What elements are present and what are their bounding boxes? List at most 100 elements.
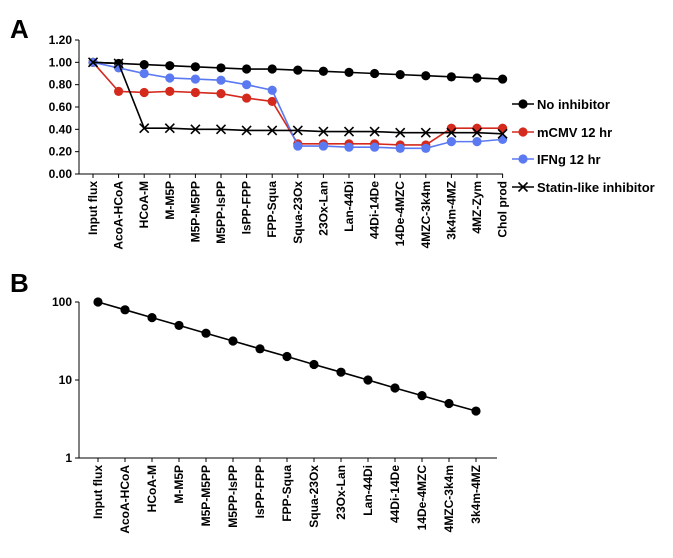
legend-mcmv-12-hr: mCMV 12 hr xyxy=(512,125,612,140)
panel-a-series-mcmv-12-hr-point-1 xyxy=(114,86,124,96)
panel-a-series-ifng-12-hr-point-10 xyxy=(344,142,354,152)
panel-a-series-no-inhibitor-point-13 xyxy=(421,71,431,81)
panel-b-series-0-point-0 xyxy=(93,297,103,307)
panel-a-series-ifng-12-hr-point-11 xyxy=(370,142,380,152)
panel-a-series-no-inhibitor-point-7 xyxy=(267,64,277,74)
panel-a-x-tick-label-3k4m-4mz: 3k4m-4MZ xyxy=(444,181,458,240)
panel-a-series-statin-like-inhibitor-point-0 xyxy=(87,57,99,68)
panel-a-series-ifng-12-hr-point-12 xyxy=(395,143,405,153)
panel-a-series-no-inhibitor-point-10 xyxy=(344,67,354,77)
panel-a-y-tick-label-2: 0.40 xyxy=(49,122,73,136)
panel-b-series-0-point-9 xyxy=(336,367,346,377)
panel-a-series-no-inhibitor-point-14 xyxy=(446,72,456,82)
legend-no-inhibitor-marker xyxy=(518,99,528,109)
panel-a-series-mcmv-12-hr-point-14 xyxy=(446,123,456,133)
panel-a-series-ifng-12-hr-point-14 xyxy=(446,137,456,147)
panel-a-series-ifng-12-hr-point-3 xyxy=(165,73,175,83)
panel-a-x-tick-label-m5pp-ispp: M5PP-IsPP xyxy=(214,181,228,244)
panel-a-series-no-inhibitor-point-15 xyxy=(472,73,482,83)
panel-a-series-statin-like-inhibitor-point-15 xyxy=(471,127,483,138)
panel-b-series-0-point-13 xyxy=(444,398,454,409)
panel-b-series-0-point-3 xyxy=(174,320,184,331)
panel-a-series-no-inhibitor-point-6 xyxy=(242,64,252,74)
panel-a-series-mcmv-12-hr-point-15 xyxy=(472,123,482,133)
panel-a-series-statin-like-inhibitor-point-8 xyxy=(292,125,303,136)
panel-a-series-statin-like-inhibitor-point-12 xyxy=(395,127,406,138)
legend-statin-like-inhibitor: Statin-like inhibitor xyxy=(512,180,655,195)
panel-a-series-ifng-12-hr-point-5 xyxy=(216,75,226,85)
panel-a-y-tick-label-3: 0.60 xyxy=(49,100,73,114)
panel-b-y-tick-label-2: 100 xyxy=(52,295,72,309)
panel-b-series-0-point-11 xyxy=(390,383,400,393)
panel-a-series-statin-like-inhibitor-point-0-stroke-b xyxy=(87,57,99,68)
panel-a-series-statin-like-inhibitor-point-15-stroke-b xyxy=(471,127,483,138)
panel-a-series-statin-like-inhibitor-point-13-stroke-b xyxy=(420,127,431,138)
panel-b-series-0-point-10 xyxy=(363,375,373,385)
legend-statin-like-inhibitor-marker-stroke-b xyxy=(517,181,529,193)
panel-a-series-statin-like-inhibitor-point-3-stroke-b xyxy=(164,123,175,134)
panel-b-letter: B xyxy=(10,268,29,298)
panel-a-series-mcmv-12-hr-point-5 xyxy=(216,89,226,99)
panel-a-x-tick-label-ispp-fpp: IsPP-FPP xyxy=(240,181,254,234)
panel-a-series-statin-like-inhibitor-point-13 xyxy=(420,127,431,138)
panel-a-x-tick-label-chol-prod: Chol prod xyxy=(496,181,510,238)
panel-a-y-tick-label-0: 0.00 xyxy=(49,167,73,181)
panel-a-x-tick-label-input-flux: Input flux xyxy=(86,181,100,235)
panel-a-series-mcmv-12-hr-point-4 xyxy=(190,87,200,98)
panel-a-series-statin-like-inhibitor-point-14-stroke-b xyxy=(446,127,457,138)
panel-a-series-statin-like-inhibitor-point-10 xyxy=(343,126,355,137)
legend-mcmv-12-hr-label: mCMV 12 hr xyxy=(537,125,612,140)
panel-b-x-tick-label-23ox-lan: 23Ox-Lan xyxy=(334,465,348,520)
panel-a-series-statin-like-inhibitor-point-9-stroke-b xyxy=(318,126,329,137)
panel-b-x-tick-label-acoa-hcoa: AcoA-HCoA xyxy=(118,465,132,534)
legend-ifng-12-hr: IFNg 12 hr xyxy=(512,152,601,167)
legend-statin-like-inhibitor-marker xyxy=(517,181,529,193)
panel-b-x-tick-label-m-m5p: M-M5P xyxy=(172,465,186,504)
panel-a-series-statin-like-inhibitor-point-6-stroke-b xyxy=(241,125,252,136)
panel-a-series-statin-like-inhibitor-point-6 xyxy=(241,125,252,136)
panel-b-series-0-point-8 xyxy=(309,359,319,370)
panel-a-x-tick-label-m5p-m5pp: M5P-M5PP xyxy=(188,181,202,242)
panel-a-y-tick-label-4: 0.80 xyxy=(49,78,73,92)
panel-a-series-statin-like-inhibitor-point-2 xyxy=(139,123,150,134)
panel-b-y-tick-label-1: 10 xyxy=(59,373,73,387)
panel-a-series-statin-like-inhibitor-point-16 xyxy=(497,128,508,139)
panel-b-x-tick-label-4mzc-3k4m: 4MZC-3k4m xyxy=(442,465,456,532)
panel-a-series-no-inhibitor-point-9 xyxy=(318,66,328,76)
panel-a-series-statin-like-inhibitor-point-4 xyxy=(190,124,201,135)
panel-a-x-tick-label-23ox-lan: 23Ox-Lan xyxy=(316,181,330,236)
panel-a-series-statin-like-inhibitor-point-7-stroke-b xyxy=(267,125,278,136)
panel-b-x-tick-label-m5p-m5pp: M5P-M5PP xyxy=(199,465,213,526)
panel-b-y-tick-label-0: 1 xyxy=(65,451,72,465)
panel-a-x-tick-label-hcoa-m: HCoA-M xyxy=(137,181,151,228)
panel-b-x-tick-label-ispp-fpp: IsPP-FPP xyxy=(253,465,267,518)
panel-a-x-tick-label-4mz-zym: 4MZ-Zym xyxy=(470,181,484,234)
panel-b-x-tick-label-lan-44di: Lan-44Di xyxy=(361,465,375,516)
panel-a-series-statin-like-inhibitor-point-7 xyxy=(267,125,278,136)
panel-b-series-0-point-12 xyxy=(417,391,427,401)
panel-a-series-mcmv-12-hr-point-3 xyxy=(165,86,175,96)
legend-ifng-12-hr-label: IFNg 12 hr xyxy=(537,152,601,167)
panel-a-series-no-inhibitor-point-5 xyxy=(216,63,226,73)
panel-a-series-ifng-12-hr-point-8 xyxy=(293,141,303,151)
panel-a-series-statin-like-inhibitor-point-5 xyxy=(215,124,227,135)
legend-mcmv-12-hr-marker xyxy=(518,127,528,137)
panel-a-series-statin-like-inhibitor-point-11-stroke-b xyxy=(369,126,380,137)
panel-a-x-tick-label-squa-23ox: Squa-23Ox xyxy=(291,181,305,244)
panel-a-x-tick-label-44di-14de: 44Di-14De xyxy=(368,181,382,239)
panel-a-series-mcmv-12-hr-point-7 xyxy=(267,96,277,107)
panel-a-series-ifng-12-hr-point-7 xyxy=(267,85,277,95)
panel-a-series-no-inhibitor-point-2 xyxy=(139,59,149,70)
panel-a-series-ifng-12-hr-point-9 xyxy=(318,141,328,151)
panel-a-series-mcmv-12-hr-point-2 xyxy=(139,87,149,98)
panel-a-x-tick-label-m-m5p: M-M5P xyxy=(163,181,177,220)
panel-a-series-ifng-12-hr-point-13 xyxy=(421,143,431,153)
panel-b-series-0-point-1 xyxy=(120,305,130,315)
panel-b-series-0-point-4 xyxy=(201,328,211,338)
panel-b-x-tick-label-m5pp-ispp: M5PP-IsPP xyxy=(226,465,240,528)
panel-b-series-0-point-7 xyxy=(282,351,292,362)
panel-a-series-statin-like-inhibitor-point-9 xyxy=(318,126,329,137)
panel-b-x-tick-label-14de-4mzc: 14De-4MZC xyxy=(415,465,429,531)
panel-a-series-mcmv-12-hr-point-6 xyxy=(242,93,252,103)
